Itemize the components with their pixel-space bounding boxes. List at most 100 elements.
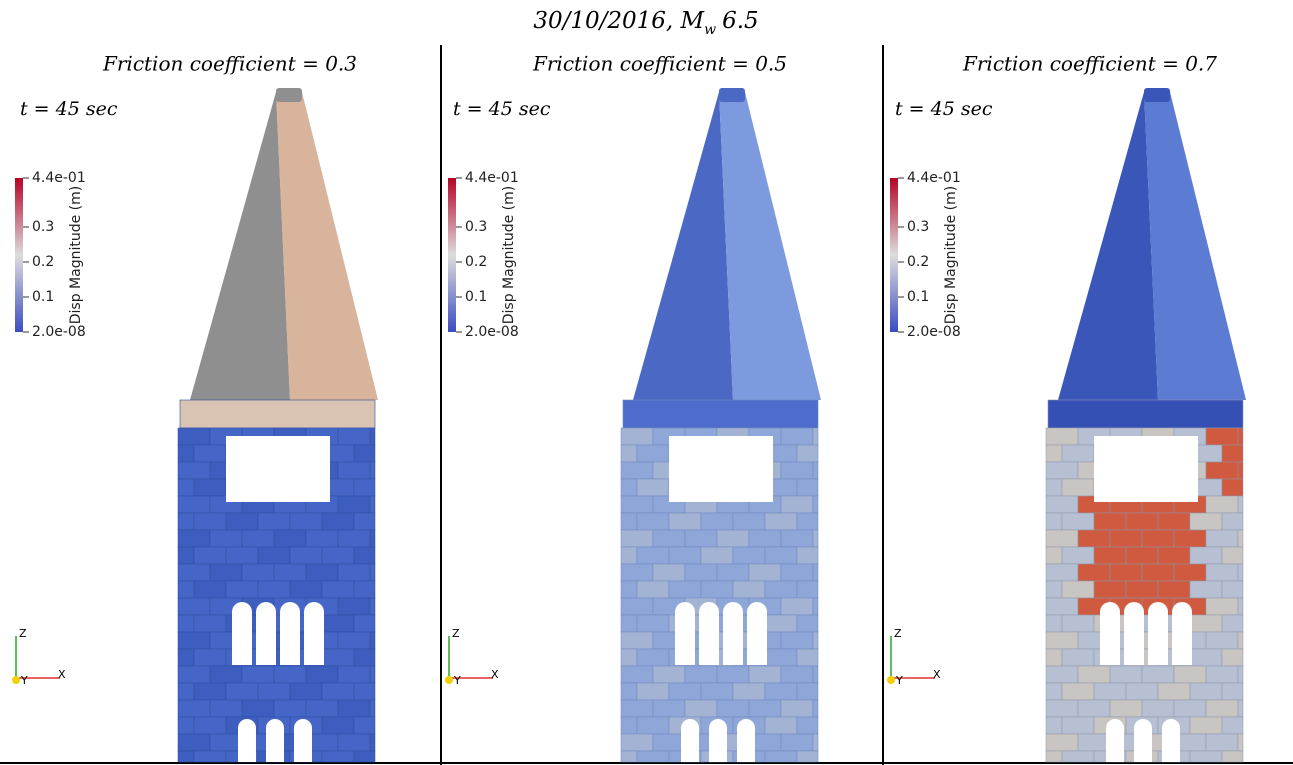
brick xyxy=(1222,751,1243,762)
brick xyxy=(242,700,274,717)
tower xyxy=(1046,88,1246,762)
colorbar-tick-label: 0.2 xyxy=(32,254,54,270)
axis-label: X xyxy=(491,668,499,681)
brick xyxy=(1126,513,1158,530)
brick xyxy=(178,666,210,683)
brick xyxy=(1062,513,1094,530)
brick xyxy=(765,513,797,530)
brick xyxy=(338,530,370,547)
brick xyxy=(322,649,354,666)
brick xyxy=(1238,598,1243,615)
brick xyxy=(637,649,669,666)
panel-heading: Friction coefficient = 0.3 xyxy=(102,52,357,76)
brick xyxy=(781,700,813,717)
brick xyxy=(322,751,354,762)
axis-label: Z xyxy=(452,627,460,640)
colorbar-tick-label: 0.3 xyxy=(32,219,54,235)
brick xyxy=(653,734,685,751)
brick xyxy=(178,496,210,513)
window xyxy=(294,719,312,762)
time-label: t = 45 sec xyxy=(453,98,551,120)
brick xyxy=(701,581,733,598)
brick xyxy=(797,751,818,762)
brick xyxy=(1046,513,1062,530)
window xyxy=(266,719,284,762)
cornice xyxy=(1048,400,1243,428)
brick xyxy=(354,683,375,700)
belfry-opening xyxy=(226,436,330,502)
brick xyxy=(338,700,370,717)
brick xyxy=(1206,428,1238,445)
brick xyxy=(1238,530,1243,547)
brick xyxy=(797,717,818,734)
brick xyxy=(813,598,818,615)
brick xyxy=(781,428,813,445)
brick xyxy=(1190,615,1222,632)
brick xyxy=(765,649,797,666)
brick xyxy=(701,547,733,564)
window xyxy=(280,602,300,665)
brick xyxy=(669,683,701,700)
brick xyxy=(1206,734,1238,751)
brick xyxy=(178,649,194,666)
axis-label: X xyxy=(58,668,66,681)
brick xyxy=(1046,479,1062,496)
brick xyxy=(178,615,194,632)
brick xyxy=(621,751,637,762)
brick xyxy=(685,564,717,581)
brick xyxy=(290,683,322,700)
colorbar-title: Disp Magnitude (m) xyxy=(943,186,959,324)
brick xyxy=(669,547,701,564)
colorbar-tick-label: 0.2 xyxy=(907,254,929,270)
brick xyxy=(178,581,194,598)
tower xyxy=(178,88,378,762)
brick xyxy=(178,462,210,479)
window xyxy=(1100,602,1120,665)
colorbar-tick-label: 0.3 xyxy=(907,219,929,235)
colorbar-tick-label: 0.3 xyxy=(465,219,487,235)
brick xyxy=(178,683,194,700)
brick xyxy=(290,513,322,530)
title-subscript: w xyxy=(704,22,716,38)
brick xyxy=(1222,615,1243,632)
brick xyxy=(242,666,274,683)
figure: 30/10/2016, Mw6.5 Friction coefficient =… xyxy=(0,0,1293,765)
brick xyxy=(1046,700,1078,717)
brick xyxy=(717,564,749,581)
brick xyxy=(194,717,226,734)
brick xyxy=(354,717,375,734)
colorbar-tick-label: 2.0e-08 xyxy=(465,324,519,340)
brick xyxy=(1222,581,1243,598)
panel-heading: Friction coefficient = 0.5 xyxy=(532,52,787,76)
window xyxy=(232,602,252,665)
brick xyxy=(274,530,306,547)
axis-label: Z xyxy=(19,627,27,640)
brick xyxy=(178,632,210,649)
window xyxy=(723,602,743,665)
brick xyxy=(1078,666,1110,683)
cornice xyxy=(180,400,375,428)
title-text: 30/10/2016, M xyxy=(533,8,705,34)
brick xyxy=(306,530,338,547)
brick xyxy=(1238,666,1243,683)
window xyxy=(737,719,755,762)
brick xyxy=(621,564,653,581)
brick xyxy=(210,666,242,683)
brick xyxy=(242,530,274,547)
panel-heading: Friction coefficient = 0.7 xyxy=(962,52,1217,76)
brick xyxy=(1046,751,1062,762)
brick xyxy=(669,581,701,598)
brick xyxy=(322,513,354,530)
tower xyxy=(621,88,821,762)
brick xyxy=(178,547,194,564)
brick xyxy=(1238,462,1243,479)
brick xyxy=(370,598,375,615)
brick xyxy=(733,513,765,530)
brick xyxy=(1190,683,1222,700)
brick xyxy=(1206,598,1238,615)
brick xyxy=(781,564,813,581)
brick xyxy=(1046,462,1078,479)
brick xyxy=(178,598,210,615)
brick xyxy=(781,462,813,479)
brick xyxy=(1222,547,1243,564)
